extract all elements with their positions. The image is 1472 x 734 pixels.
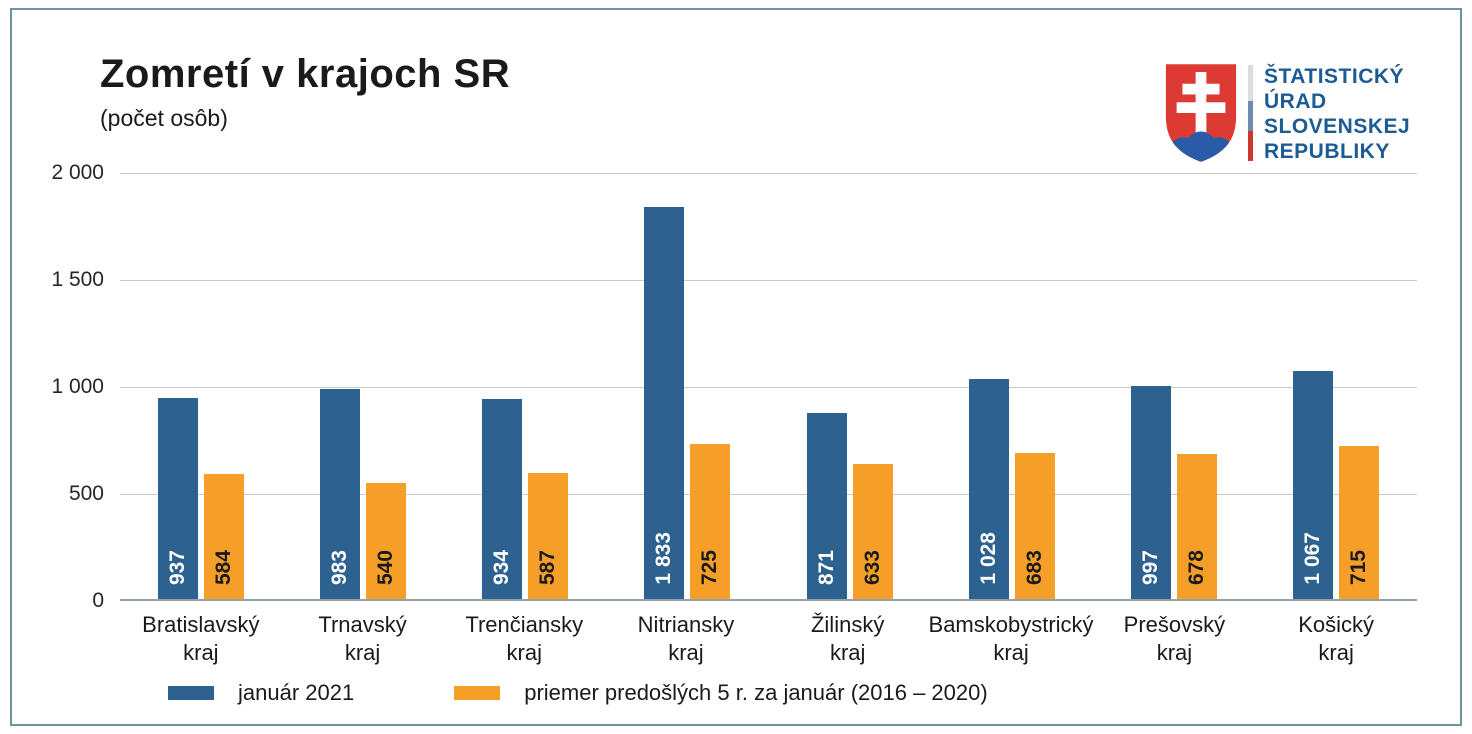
x-axis-label: Košický kraj: [1298, 612, 1375, 665]
x-axis-labels: Bratislavský kraj Trnavský kraj Trenčiansk…: [120, 611, 1417, 667]
bar-group: 934 587: [444, 173, 606, 599]
bar-value-label: 587: [536, 549, 560, 585]
bar: 934: [482, 399, 523, 599]
slovak-coat-of-arms-icon: [1165, 64, 1237, 162]
y-axis-tick-label: 1 000: [51, 375, 104, 398]
bar-value-label: 633: [860, 549, 884, 585]
y-axis-tick-label: 0: [92, 589, 104, 612]
bar-value-label: 540: [374, 549, 398, 585]
legend: január 2021 priemer predošlých 5 r. za ja…: [168, 680, 988, 706]
x-axis-label: Prešovský kraj: [1123, 612, 1226, 665]
legend-label: priemer predošlých 5 r. za január (2016 …: [524, 680, 988, 705]
bar: 871: [806, 412, 847, 599]
bar-value-label: 983: [328, 549, 352, 585]
x-axis-label: Trnavský kraj: [318, 612, 407, 665]
logo-text: ŠTATISTICKÝ ÚRAD SLOVENSKEJ REPUBLIKY: [1264, 62, 1410, 164]
bar-value-label: 725: [698, 549, 722, 585]
bar-value-label: 871: [814, 549, 838, 585]
logo-tricolor-stripe: [1248, 65, 1253, 161]
gridline: [120, 280, 1417, 281]
title-block: Zomretí v krajoch SR (počet osôb): [100, 52, 510, 132]
plot-area: 937 584 983 540 934 587 1 833 725 871 633 1 028 683…: [120, 173, 1417, 601]
bar: 1 833: [644, 206, 685, 599]
bar: 983: [320, 388, 361, 599]
bar-group: 1 833 725: [606, 173, 768, 599]
gridline: [120, 173, 1417, 174]
logo-text-line: ŠTATISTICKÝ: [1264, 65, 1405, 88]
bar-value-label: 678: [1184, 549, 1208, 585]
bar-value-label: 1 833: [652, 532, 676, 585]
logo-text-line: SLOVENSKEJ: [1264, 115, 1411, 138]
logo-text-line: REPUBLIKY: [1264, 140, 1390, 163]
gridline: [120, 494, 1417, 495]
bar-group: 937 584: [120, 173, 282, 599]
bar: 1 067: [1292, 370, 1333, 599]
logo-text-line: ÚRAD: [1264, 90, 1327, 113]
bar-value-label: 934: [490, 549, 514, 585]
chart-subtitle: (počet osôb): [100, 105, 228, 131]
y-axis: 0 500 1 000 1 500 2 000: [12, 161, 104, 612]
chart-title: Zomretí v krajoch SR: [100, 52, 511, 96]
y-axis-tick-label: 500: [68, 482, 104, 505]
bar-value-label: 997: [1138, 549, 1162, 585]
bar-value-label: 584: [212, 549, 236, 585]
bar-value-label: 937: [166, 549, 190, 585]
y-axis-tick-label: 2 000: [51, 161, 104, 184]
bar: 633: [852, 463, 893, 599]
bar-groups: 937 584 983 540 934 587 1 833 725 871 633 1 028 683…: [120, 173, 1417, 599]
bar: 725: [690, 443, 731, 599]
bar-group: 983 540: [282, 173, 444, 599]
bar: 587: [528, 473, 569, 599]
bar-value-label: 1 067: [1300, 532, 1324, 585]
x-axis-label: Trenčiansky kraj: [465, 612, 584, 665]
bar-group: 871 633: [769, 173, 931, 599]
bar-value-label: 715: [1346, 549, 1370, 585]
bar-value-label: 683: [1022, 549, 1046, 585]
bar: 683: [1014, 452, 1055, 599]
legend-item: január 2021: [168, 680, 354, 706]
legend-label: január 2021: [238, 680, 355, 705]
y-axis-tick-label: 1 500: [51, 268, 104, 291]
x-axis-label: Nitriansky kraj: [637, 612, 735, 665]
legend-swatch: [454, 686, 501, 700]
statistical-office-logo: ŠTATISTICKÝ ÚRAD SLOVENSKEJ REPUBLIKY: [1162, 62, 1410, 164]
bar-value-label: 1 028: [976, 532, 1000, 585]
bar: 584: [204, 474, 245, 599]
legend-item: priemer predošlých 5 r. za január (2016 …: [454, 680, 988, 706]
bar: 678: [1176, 453, 1217, 599]
gridline: [120, 387, 1417, 388]
bar: 997: [1130, 385, 1171, 599]
bar-group: 1 028 683: [931, 173, 1093, 599]
legend-swatch: [168, 686, 214, 700]
bar: 715: [1338, 446, 1379, 599]
bar: 1 028: [968, 379, 1009, 599]
bar: 937: [158, 398, 199, 599]
x-axis-label: Žilinský kraj: [810, 612, 885, 665]
bar: 540: [366, 483, 407, 599]
x-axis-label: Bamskobystrický kraj: [928, 612, 1094, 665]
bar-group: 1 067 715: [1255, 173, 1417, 599]
x-axis-label: Bratislavský kraj: [142, 612, 260, 665]
bar-group: 997 678: [1093, 173, 1255, 599]
